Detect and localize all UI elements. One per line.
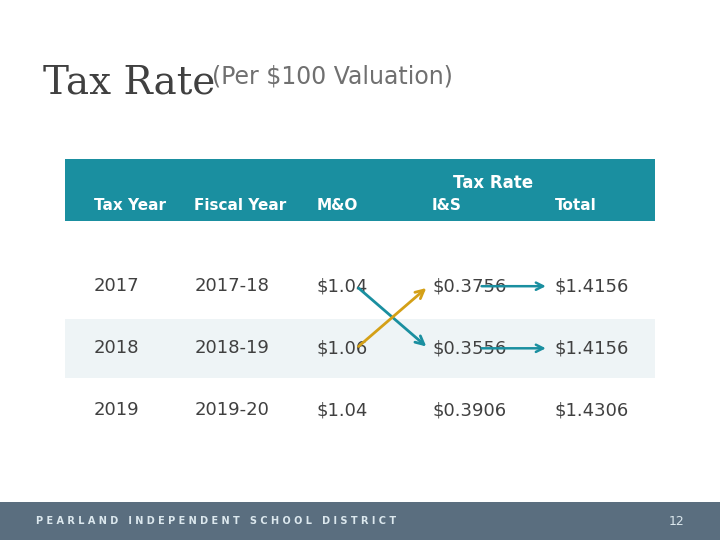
- Text: $0.3756: $0.3756: [432, 277, 506, 295]
- Text: $1.04: $1.04: [317, 401, 368, 420]
- Text: 2017: 2017: [94, 277, 139, 295]
- Text: 2019-20: 2019-20: [194, 401, 269, 420]
- Text: 2017-18: 2017-18: [194, 277, 269, 295]
- Text: Total: Total: [554, 198, 596, 213]
- Text: $0.3906: $0.3906: [432, 401, 506, 420]
- Text: Tax Year: Tax Year: [94, 198, 166, 213]
- Text: I&S: I&S: [432, 198, 462, 213]
- Text: 12: 12: [668, 515, 684, 528]
- Text: Tax Rate: Tax Rate: [43, 65, 215, 102]
- Text: $1.4306: $1.4306: [554, 401, 629, 420]
- Text: 2018-19: 2018-19: [194, 339, 269, 357]
- FancyBboxPatch shape: [0, 502, 720, 540]
- Text: 2018: 2018: [94, 339, 139, 357]
- Text: $1.06: $1.06: [317, 339, 368, 357]
- FancyBboxPatch shape: [65, 319, 655, 378]
- FancyBboxPatch shape: [65, 159, 655, 221]
- Text: 2019: 2019: [94, 401, 139, 420]
- Text: $1.4156: $1.4156: [554, 277, 629, 295]
- Text: M&O: M&O: [317, 198, 358, 213]
- Text: P E A R L A N D   I N D E P E N D E N T   S C H O O L   D I S T R I C T: P E A R L A N D I N D E P E N D E N T S …: [36, 516, 396, 526]
- Text: $1.4156: $1.4156: [554, 339, 629, 357]
- Text: $0.3556: $0.3556: [432, 339, 506, 357]
- Text: Tax Rate: Tax Rate: [453, 174, 534, 192]
- Text: (Per $100 Valuation): (Per $100 Valuation): [212, 65, 454, 89]
- Text: $1.04: $1.04: [317, 277, 368, 295]
- Text: Fiscal Year: Fiscal Year: [194, 198, 287, 213]
